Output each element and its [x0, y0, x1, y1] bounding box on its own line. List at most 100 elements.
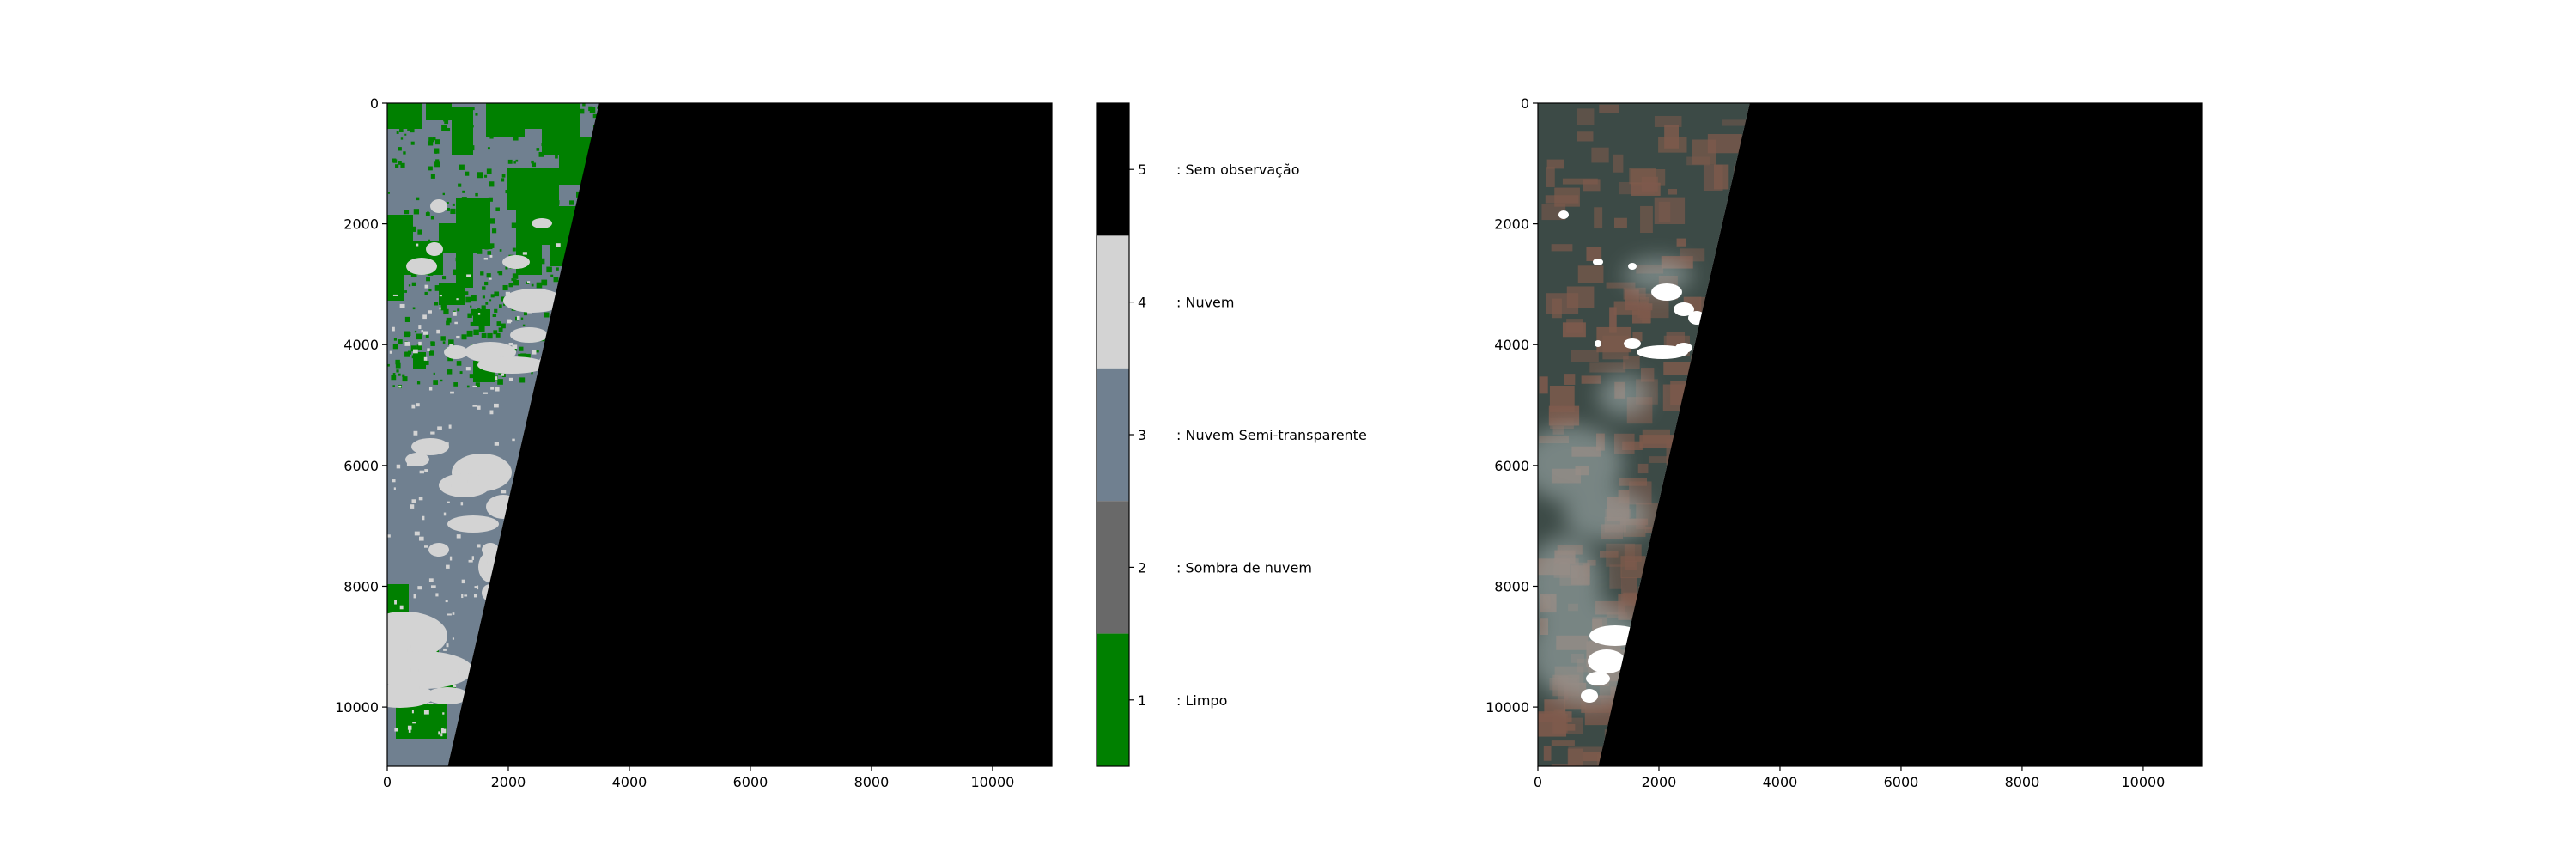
cloud-speckle: [438, 731, 440, 735]
clear-speckle: [493, 330, 498, 335]
colorbar-legend-label: : Nuvem Semi-transparente: [1176, 427, 1367, 443]
rgb-plot-frame: [1537, 102, 2203, 767]
cloud-speckle: [453, 470, 458, 475]
cloud-speckle: [489, 410, 494, 415]
cleared-land-patch: [1571, 350, 1599, 362]
cloud-blob: [1558, 210, 1569, 219]
cloud-speckle: [466, 274, 471, 277]
clear-speckle: [553, 277, 559, 283]
clear-speckle: [494, 291, 500, 297]
clear-speckle: [434, 285, 441, 291]
clear-speckle: [428, 350, 434, 356]
clear-speckle: [414, 108, 419, 113]
cloud-speckle: [398, 385, 402, 388]
cloud-speckle: [493, 363, 496, 366]
cloud-speckle: [422, 515, 425, 521]
clear-speckle: [475, 113, 478, 116]
colorbar-ticks: 1 2 3 4 5: [1129, 161, 1146, 709]
clear-speckle: [471, 107, 475, 111]
cloud-blob: [1581, 689, 1598, 703]
cloud-speckle: [468, 559, 473, 563]
clear-speckle: [440, 106, 442, 108]
cloud-speckle: [412, 349, 418, 354]
clear-speckle: [475, 382, 480, 387]
clear-speckle: [538, 151, 544, 157]
y-tick-label: 4000: [343, 337, 379, 353]
clear-speckle: [471, 212, 474, 216]
cleared-land-patch: [1613, 217, 1627, 228]
cloud-blob: [532, 218, 552, 228]
clear-speckle: [434, 105, 439, 110]
clear-speckle: [434, 139, 440, 145]
colorbar-segment: [1097, 235, 1129, 369]
clear-speckle: [440, 304, 447, 311]
cloud-speckle: [526, 281, 531, 284]
clear-speckle: [441, 224, 447, 231]
cleared-land-patch: [1589, 362, 1626, 373]
cloud-speckle: [387, 534, 391, 538]
clear-speckle: [568, 109, 574, 114]
cloud-blob: [444, 345, 468, 359]
clear-speckle: [525, 254, 528, 258]
cleared-land-patch: [1703, 164, 1723, 192]
colorbar-segment: [1097, 103, 1129, 236]
clear-speckle: [495, 207, 500, 212]
cloud-speckle: [417, 632, 422, 636]
clear-speckle: [416, 381, 421, 385]
clear-speckle: [522, 324, 526, 327]
mask-axes: 0 2000 4000 6000 8000 10000 0 2000 4000 6000 8000 1…: [335, 95, 1014, 790]
cloud-speckle: [410, 636, 414, 640]
clear-speckle: [464, 291, 469, 295]
cloud-speckle: [449, 344, 454, 348]
cleared-land-patch: [1649, 456, 1678, 463]
colorbar-tick-label: 1: [1138, 692, 1146, 709]
clear-speckle: [565, 228, 569, 233]
clear-speckle: [470, 321, 475, 326]
clear-speckle: [404, 133, 407, 136]
clear-speckle: [458, 183, 462, 187]
clear-speckle: [486, 273, 491, 278]
y-tick-label: 0: [370, 95, 379, 112]
cloud-speckle: [428, 702, 434, 704]
clear-speckle: [424, 291, 428, 295]
clear-speckle: [536, 282, 543, 289]
cloud-speckle: [440, 733, 443, 737]
clear-speckle: [471, 295, 477, 302]
cloud-speckle: [471, 556, 475, 560]
cloud-speckle: [472, 385, 477, 387]
clear-speckle: [487, 332, 493, 339]
clear-speckle: [467, 313, 472, 319]
clear-speckle: [513, 348, 517, 351]
cloud-speckle: [426, 651, 431, 655]
cloud-speckle: [527, 308, 532, 314]
cloud-blob: [1624, 338, 1641, 349]
cloud-speckle: [389, 350, 392, 354]
x-tick-label: 2000: [491, 774, 526, 790]
cloud-blob: [1675, 343, 1692, 353]
cloud-speckle: [392, 294, 398, 296]
cloud-speckle: [411, 499, 416, 503]
clear-speckle: [498, 327, 503, 332]
y-tick-label: 2000: [1494, 216, 1529, 233]
cloud-speckle: [495, 376, 498, 381]
clear-speckle: [518, 353, 525, 360]
clear-speckle: [481, 305, 486, 310]
no-data-area: [1598, 103, 2202, 766]
cloud-speckle: [508, 377, 513, 381]
clear-speckle: [442, 192, 445, 196]
clear-speckle: [480, 271, 484, 276]
cleared-land-patch: [1554, 187, 1580, 207]
clear-speckle: [448, 339, 454, 345]
mask-plot-frame: [386, 102, 1053, 767]
cleared-land-patch: [1609, 307, 1617, 333]
clear-speckle: [551, 190, 557, 197]
clear-speckle: [387, 235, 390, 238]
clear-speckle: [430, 216, 434, 220]
cleared-land-patch: [1632, 332, 1643, 342]
cloud-speckle: [507, 320, 513, 322]
clear-speckle: [387, 241, 394, 248]
clear-speckle: [428, 166, 433, 171]
cleared-land-patch: [1599, 104, 1619, 113]
clear-speckle: [502, 113, 509, 119]
cleared-land-patch: [1546, 167, 1555, 187]
